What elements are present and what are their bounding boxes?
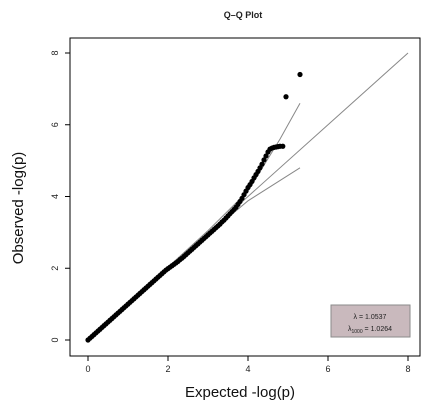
y-axis: 0 2 4 6 8 [50,50,70,342]
legend-lambda-1000-value: = 1.0264 [363,326,392,333]
confidence-upper-line [88,103,300,340]
lambda-legend: λ = 1.0537 λ1000 = 1.0264 [331,305,410,337]
x-axis: 0 2 4 6 8 [85,356,410,374]
y-tick-label: 0 [50,337,60,342]
data-point [280,144,285,149]
legend-lambda: λ = 1.0537 [354,314,387,321]
x-tick-label: 8 [405,364,410,374]
y-tick-label: 8 [50,50,60,55]
x-tick-label: 2 [165,364,170,374]
y-tick-label: 2 [50,266,60,271]
chart-title: Q–Q Plot [224,10,263,20]
x-tick-label: 6 [325,364,330,374]
legend-lambda-1000-sub: 1000 [351,329,362,335]
y-tick-label: 6 [50,122,60,127]
x-tick-label: 0 [85,364,90,374]
data-point [297,72,302,77]
x-tick-label: 4 [245,364,250,374]
data-points [85,72,302,343]
y-tick-label: 4 [50,194,60,199]
data-point [283,94,288,99]
y-axis-title: Observed -log(p) [10,152,27,265]
x-axis-title: Expected -log(p) [185,384,295,401]
